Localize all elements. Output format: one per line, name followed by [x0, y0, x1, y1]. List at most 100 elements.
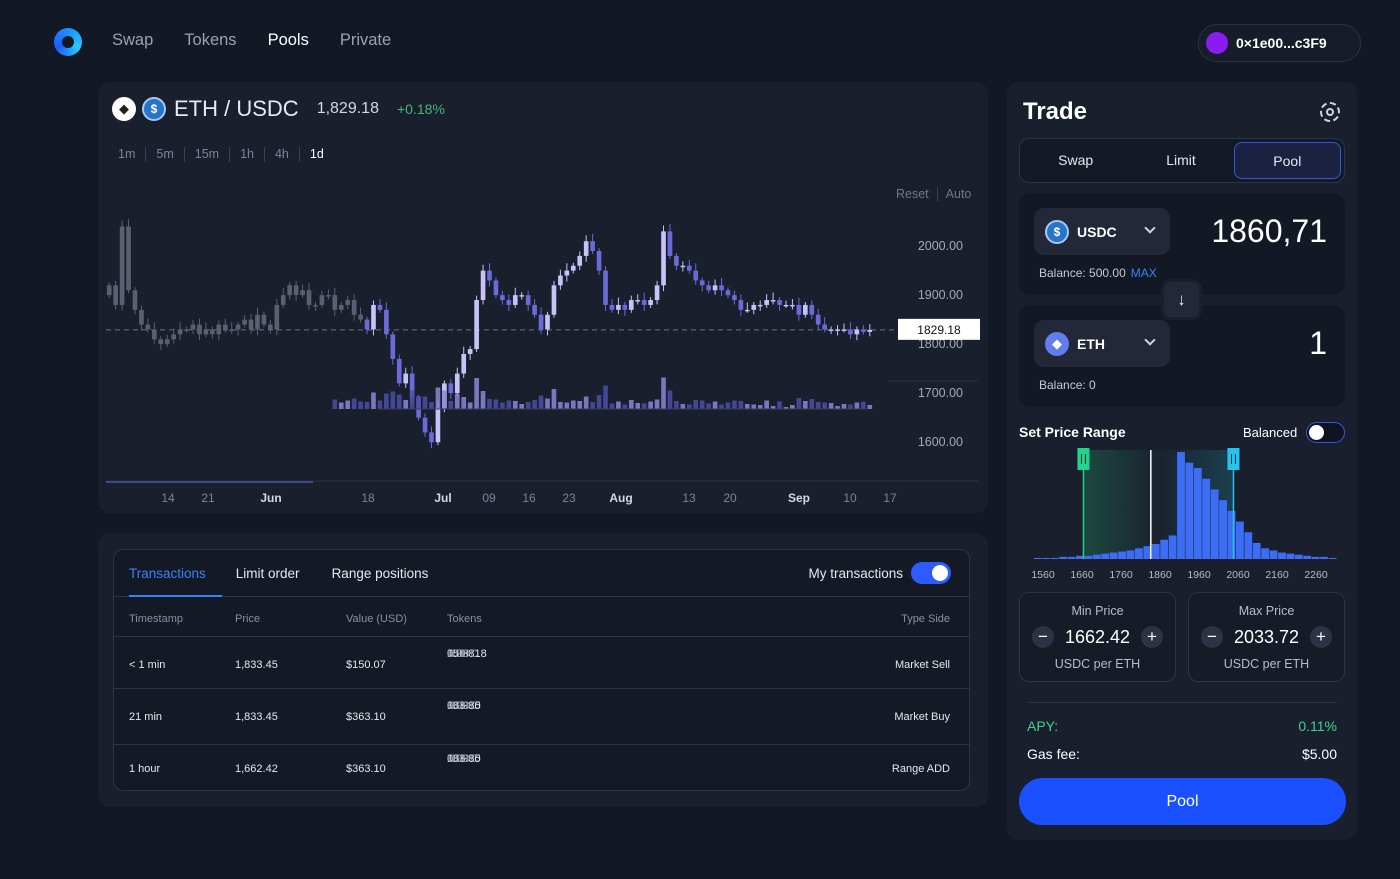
table-row[interactable]: 1 hour 1,662.42 $363.10 0.0985 ETH 183.3…: [114, 745, 969, 790]
pair-header: ◆ $ ETH / USDC 1,829.18 +0.18%: [112, 96, 445, 122]
my-transactions-label: My transactions: [808, 565, 903, 581]
max-price-increment-button[interactable]: +: [1310, 626, 1332, 648]
from-token-selector[interactable]: $ USDC: [1034, 208, 1170, 255]
candle-body: [119, 226, 125, 305]
app-logo[interactable]: [54, 28, 82, 56]
timeframe-4h[interactable]: 4h: [263, 147, 299, 162]
x-tick-label: 18: [361, 491, 375, 505]
from-amount-input[interactable]: 1860,71: [1211, 213, 1327, 249]
histogram-bar: [1219, 500, 1227, 559]
row-timestamp: 21 min: [129, 711, 163, 723]
tab-pool[interactable]: Pool: [1233, 142, 1341, 179]
header-price[interactable]: Price: [235, 613, 261, 625]
table-row[interactable]: < 1 min 1,833.45 $150.07 150 ETH 0.03818…: [114, 637, 969, 689]
to-amount-input[interactable]: 1: [1309, 325, 1327, 361]
candle-body: [558, 275, 563, 286]
chart-reset-button[interactable]: Reset: [896, 187, 929, 201]
volume-bar: [429, 402, 434, 409]
max-button[interactable]: MAX: [1130, 266, 1157, 280]
max-price-input[interactable]: 2033.72: [1233, 627, 1300, 647]
min-price-increment-button[interactable]: +: [1141, 626, 1163, 648]
candle-body: [738, 300, 744, 310]
header-tokens[interactable]: Tokens: [447, 613, 482, 625]
timeframe-1m[interactable]: 1m: [118, 147, 136, 161]
row-amount-1: 150: [447, 648, 466, 660]
candle-body: [216, 324, 222, 335]
volume-bar: [706, 403, 711, 409]
timeframe-1h[interactable]: 1h: [229, 147, 264, 162]
balanced-label: Balanced: [1243, 425, 1298, 440]
tab-limit-order[interactable]: Limit order: [235, 565, 300, 581]
volume-bar: [442, 390, 447, 409]
table-row[interactable]: 21 min 1,833.45 $363.10 0.0985 ETH 183.3…: [114, 689, 969, 745]
candle-body: [577, 255, 583, 266]
volume-bar: [809, 399, 815, 409]
candle-body: [603, 270, 608, 305]
candle-body: [828, 329, 834, 331]
wallet-button[interactable]: 0×1e00...c3F9: [1198, 24, 1361, 62]
volume-bar: [867, 405, 873, 409]
nav-pools[interactable]: Pools: [267, 31, 309, 49]
y-tick-label: 1600.00: [918, 435, 963, 449]
candle-body: [796, 304, 802, 315]
candle-body: [706, 285, 711, 291]
volume-bar: [422, 396, 428, 409]
volume-bar: [648, 401, 653, 409]
nav-private[interactable]: Private: [339, 31, 392, 49]
histogram-bar: [1193, 468, 1202, 559]
timeframe-5m[interactable]: 5m: [145, 147, 183, 162]
min-price-decrement-button[interactable]: −: [1032, 626, 1054, 648]
candle-body: [371, 304, 376, 330]
tab-transactions[interactable]: Transactions: [129, 550, 222, 597]
candle-body: [809, 304, 815, 315]
header-timestamp[interactable]: Timestamp: [129, 613, 183, 625]
candlestick-chart[interactable]: 2000.00 1900.00 1800.00 1700.00 1600.00 1829.…: [98, 82, 988, 513]
my-transactions-toggle[interactable]: [911, 562, 951, 584]
candle-body: [648, 300, 653, 305]
candle-body: [345, 300, 351, 305]
arrow-down-icon[interactable]: ↓: [1161, 279, 1202, 320]
candle-body: [764, 300, 769, 305]
pool-button[interactable]: Pool: [1019, 778, 1346, 825]
volume-bar: [358, 401, 363, 409]
timeframe-15m[interactable]: 15m: [183, 147, 229, 162]
liquidity-histogram[interactable]: 1560 1660 1760 1860 1960 2060 2160 2260: [1019, 446, 1345, 582]
volume-bar: [396, 394, 402, 409]
min-price-input[interactable]: 1662.42: [1064, 627, 1131, 647]
max-range-handle[interactable]: [1227, 448, 1240, 470]
balanced-toggle[interactable]: [1306, 422, 1346, 443]
volume-bar: [519, 404, 525, 409]
header-value[interactable]: Value (USD): [346, 613, 407, 625]
header-type-side[interactable]: Type Side: [901, 613, 950, 625]
chevron-down-icon: [1144, 222, 1156, 234]
gear-icon[interactable]: [1320, 102, 1340, 122]
x-tick-label: 20: [723, 491, 737, 505]
set-price-range-label: Set Price Range: [1019, 424, 1126, 440]
tab-range-positions[interactable]: Range positions: [331, 565, 429, 581]
histogram-bar: [1067, 556, 1076, 559]
tab-limit[interactable]: Limit: [1166, 152, 1196, 168]
volume-bar: [783, 407, 789, 409]
candle-body: [725, 290, 731, 296]
volume-bar: [815, 402, 821, 409]
nav-swap[interactable]: Swap: [112, 31, 154, 49]
histogram-bar: [1303, 555, 1312, 559]
volume-bar: [641, 403, 647, 409]
histogram-bar: [1109, 552, 1118, 559]
candle-body: [841, 329, 847, 331]
timeframe-1d[interactable]: 1d: [298, 147, 334, 162]
tab-swap[interactable]: Swap: [1058, 152, 1094, 168]
chart-auto-button[interactable]: Auto: [936, 187, 980, 201]
histogram-bar: [1286, 553, 1295, 559]
max-price-decrement-button[interactable]: −: [1201, 626, 1223, 648]
to-token-selector[interactable]: ◆ ETH: [1034, 320, 1170, 367]
volume-bar: [577, 401, 583, 409]
candle-body: [712, 285, 718, 291]
volume-bar: [454, 394, 460, 409]
min-range-handle[interactable]: [1077, 448, 1090, 470]
row-unit-2: USDC: [447, 648, 479, 660]
row-unit-1: ETH: [447, 700, 469, 712]
trade-title: Trade: [1023, 98, 1088, 125]
nav-tokens[interactable]: Tokens: [184, 31, 237, 49]
current-price-label: 1829.18: [917, 323, 961, 337]
